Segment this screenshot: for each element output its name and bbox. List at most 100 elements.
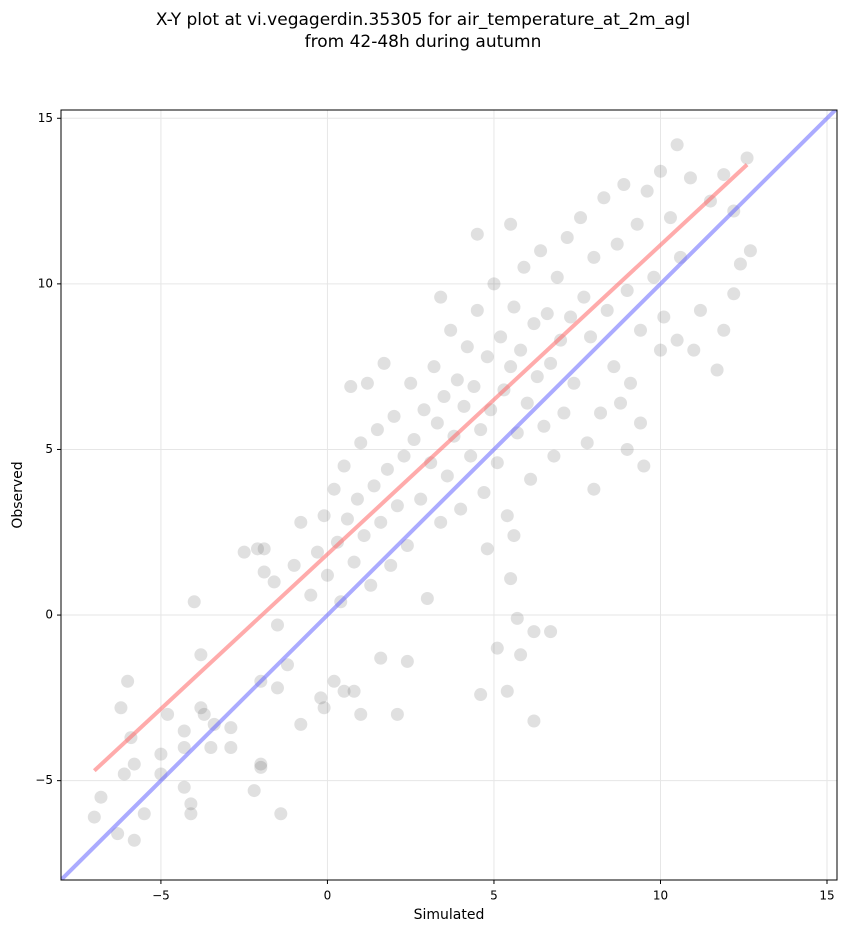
y-tick-label: 0 bbox=[45, 608, 53, 622]
point bbox=[517, 260, 531, 274]
point bbox=[337, 684, 351, 698]
point bbox=[630, 217, 644, 231]
point bbox=[594, 406, 608, 420]
point bbox=[344, 380, 358, 394]
point bbox=[500, 684, 514, 698]
point bbox=[600, 303, 614, 317]
point bbox=[577, 290, 591, 304]
point bbox=[354, 436, 368, 450]
point bbox=[114, 701, 128, 715]
point bbox=[740, 151, 754, 165]
point bbox=[94, 790, 108, 804]
point bbox=[127, 757, 141, 771]
point bbox=[500, 509, 514, 523]
point bbox=[387, 409, 401, 423]
point bbox=[434, 515, 448, 529]
point bbox=[560, 231, 574, 245]
point bbox=[184, 807, 198, 821]
point bbox=[467, 380, 481, 394]
point bbox=[280, 658, 294, 672]
point bbox=[574, 211, 588, 225]
points bbox=[87, 138, 757, 847]
point bbox=[250, 542, 264, 556]
point bbox=[317, 701, 331, 715]
point bbox=[663, 211, 677, 225]
point bbox=[504, 217, 518, 231]
point bbox=[267, 575, 281, 589]
point bbox=[507, 300, 521, 314]
point bbox=[527, 625, 541, 639]
point bbox=[87, 810, 101, 824]
point bbox=[327, 482, 341, 496]
point bbox=[640, 184, 654, 198]
point bbox=[647, 270, 661, 284]
point bbox=[494, 330, 508, 344]
point bbox=[657, 310, 671, 324]
point bbox=[474, 688, 488, 702]
x-tick-label: −5 bbox=[152, 889, 170, 903]
point bbox=[507, 529, 521, 543]
point bbox=[550, 270, 564, 284]
point bbox=[584, 330, 598, 344]
point bbox=[530, 370, 544, 384]
point bbox=[317, 509, 331, 523]
point bbox=[514, 648, 528, 662]
point bbox=[743, 244, 757, 258]
point bbox=[374, 515, 388, 529]
point bbox=[487, 277, 501, 291]
point bbox=[454, 502, 468, 516]
point bbox=[367, 479, 381, 493]
point bbox=[490, 641, 504, 655]
point bbox=[717, 323, 731, 337]
point bbox=[510, 611, 524, 625]
point bbox=[254, 760, 268, 774]
point bbox=[354, 707, 368, 721]
point bbox=[430, 416, 444, 430]
point bbox=[380, 462, 394, 476]
point bbox=[620, 283, 634, 297]
point bbox=[294, 717, 308, 731]
point bbox=[637, 459, 651, 473]
point bbox=[384, 558, 398, 572]
point bbox=[460, 340, 474, 354]
point bbox=[504, 360, 518, 374]
point bbox=[450, 373, 464, 387]
chart-title: X-Y plot at vi.vegagerdin.35305 for air_… bbox=[156, 10, 690, 30]
y-axis-label: Observed bbox=[10, 461, 26, 528]
point bbox=[194, 701, 208, 715]
fit-line bbox=[92, 163, 749, 773]
point bbox=[653, 343, 667, 357]
point bbox=[477, 486, 491, 500]
y-tick-label: 10 bbox=[38, 276, 53, 290]
point bbox=[204, 741, 218, 755]
point bbox=[444, 323, 458, 337]
point bbox=[374, 651, 388, 665]
point bbox=[514, 343, 528, 357]
point bbox=[254, 757, 268, 771]
point bbox=[567, 376, 581, 390]
ticks: −5 0 5 10 15 −5 0 5 10 15 bbox=[35, 111, 834, 903]
point bbox=[347, 555, 361, 569]
grid bbox=[61, 110, 837, 880]
point bbox=[177, 780, 191, 794]
point bbox=[327, 674, 341, 688]
point bbox=[547, 449, 561, 463]
point bbox=[610, 237, 624, 251]
point bbox=[274, 807, 288, 821]
point bbox=[683, 171, 697, 185]
point bbox=[404, 376, 418, 390]
y-tick-label: 15 bbox=[38, 111, 53, 125]
point bbox=[177, 724, 191, 738]
point bbox=[557, 406, 571, 420]
point bbox=[474, 423, 488, 437]
point bbox=[247, 784, 261, 798]
point bbox=[597, 191, 611, 205]
point bbox=[154, 747, 168, 761]
point bbox=[490, 456, 504, 470]
point bbox=[161, 707, 175, 721]
point bbox=[257, 542, 271, 556]
point bbox=[417, 403, 431, 417]
point bbox=[480, 350, 494, 364]
point bbox=[717, 168, 731, 182]
